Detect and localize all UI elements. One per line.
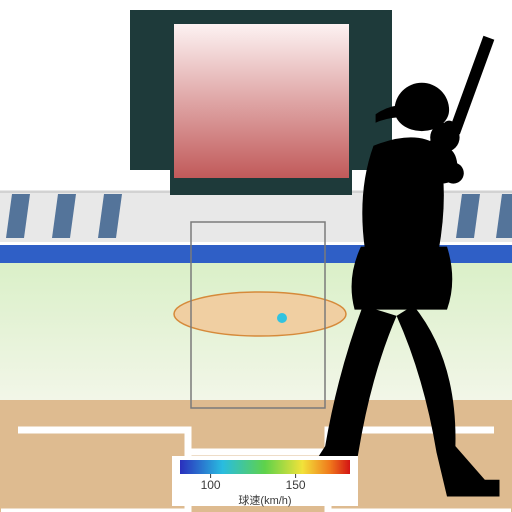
legend-label: 球速(km/h) — [238, 493, 291, 507]
pitch-marker — [277, 313, 287, 323]
legend-tick: 150 — [286, 478, 306, 492]
legend-tick: 100 — [201, 478, 221, 492]
mound — [174, 292, 346, 336]
speed-legend-bar — [180, 460, 350, 474]
heatmap-panel — [174, 24, 349, 178]
